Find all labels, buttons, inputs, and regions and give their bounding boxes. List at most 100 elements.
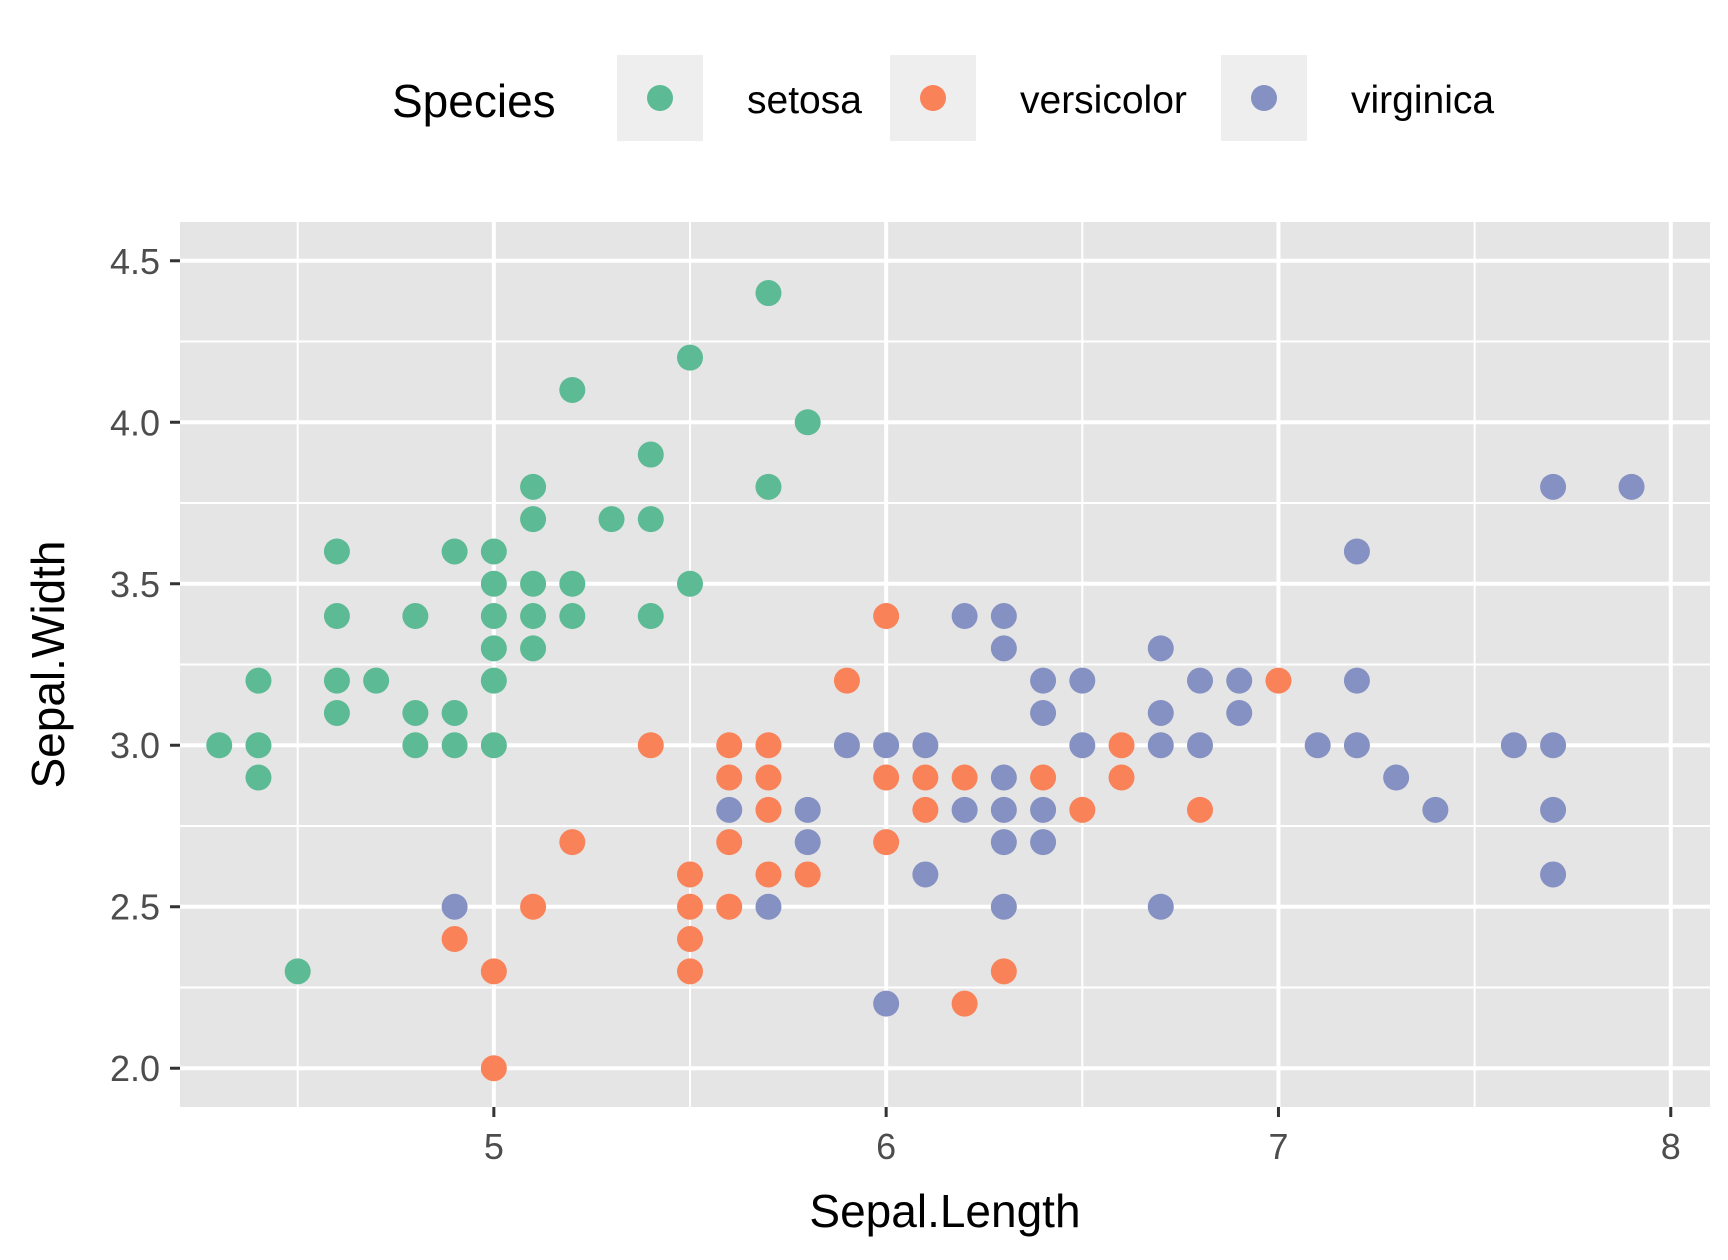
data-point-versicolor [637,732,664,759]
data-point-setosa [677,570,703,597]
y-tick-label: 4.0 [110,402,160,443]
data-point-versicolor [716,732,743,759]
y-tick-label: 2.5 [110,887,160,928]
data-point-versicolor [559,829,586,856]
data-point-virginica [912,861,939,888]
data-point-versicolor [1069,796,1096,823]
data-point-versicolor [951,990,978,1017]
data-point-virginica [1187,732,1213,759]
data-point-setosa [402,699,429,726]
data-point-versicolor [677,893,703,920]
x-axis-title: Sepal.Length [809,1185,1080,1237]
legend-label-setosa: setosa [747,79,862,122]
y-tick-label: 2.0 [110,1048,160,1089]
data-point-versicolor [755,764,782,791]
data-point-versicolor [873,829,900,856]
data-point-versicolor [1108,764,1135,791]
y-axis: 2.0 2.5 3.0 3.5 4.0 4.5 [110,241,180,1089]
data-point-setosa [323,667,350,694]
data-point-setosa [323,603,350,630]
data-point-virginica [755,893,782,920]
data-points [206,280,1645,1082]
data-point-setosa [559,376,586,403]
legend-item-versicolor: versicolor [890,55,1187,141]
y-tick-label: 3.0 [110,725,160,766]
data-point-versicolor [912,796,939,823]
data-point-setosa [794,409,821,436]
data-point-versicolor [1108,732,1135,759]
data-point-virginica [716,796,743,823]
data-point-virginica [1030,796,1057,823]
legend-label-virginica: virginica [1351,79,1494,122]
data-point-versicolor [755,732,782,759]
data-point-versicolor [794,861,821,888]
data-point-virginica [990,796,1017,823]
data-point-versicolor [441,926,468,953]
data-point-virginica [990,829,1017,856]
data-point-virginica [1618,473,1645,500]
data-point-virginica [441,893,468,920]
data-point-setosa [441,538,468,565]
legend-marker-virginica [1251,85,1277,111]
data-point-virginica [1030,829,1057,856]
data-point-virginica [1383,764,1410,791]
data-point-setosa [677,344,703,371]
data-point-setosa [520,506,547,533]
data-point-virginica [873,990,900,1017]
data-point-versicolor [1265,667,1292,694]
data-point-versicolor [677,861,703,888]
data-point-setosa [323,538,350,565]
data-point-setosa [402,603,429,630]
data-point-virginica [1540,796,1567,823]
data-point-virginica [990,635,1017,662]
data-point-versicolor [912,764,939,791]
data-point-setosa [520,473,547,500]
data-point-setosa [245,764,272,791]
data-point-setosa [559,570,586,597]
data-point-setosa [520,570,547,597]
data-point-virginica [1030,667,1057,694]
series-virginica [441,473,1645,1017]
data-point-setosa [637,603,664,630]
data-point-setosa [480,570,507,597]
data-point-setosa [480,538,507,565]
data-point-virginica [1343,538,1370,565]
data-point-virginica [1540,861,1567,888]
data-point-versicolor [1187,796,1213,823]
data-point-versicolor [755,861,782,888]
data-point-versicolor [480,958,507,985]
data-point-virginica [1422,796,1449,823]
data-point-versicolor [677,958,703,985]
data-point-virginica [1304,732,1331,759]
data-point-versicolor [873,764,900,791]
data-point-versicolor [755,796,782,823]
data-point-setosa [284,958,311,985]
data-point-setosa [480,635,507,662]
data-point-versicolor [716,764,743,791]
data-point-setosa [755,473,782,500]
data-point-setosa [520,603,547,630]
data-point-setosa [245,667,272,694]
data-point-virginica [1147,732,1174,759]
data-point-virginica [1343,667,1370,694]
data-point-virginica [794,796,821,823]
data-point-setosa [206,732,233,759]
y-tick-label: 4.5 [110,241,160,282]
data-point-versicolor [480,1055,507,1082]
data-point-setosa [755,280,782,307]
data-point-versicolor [873,603,900,630]
data-point-virginica [1187,667,1213,694]
data-point-setosa [598,506,625,533]
legend-item-virginica: virginica [1221,55,1494,141]
data-point-versicolor [1030,764,1057,791]
data-point-versicolor [716,893,743,920]
data-point-setosa [441,699,468,726]
y-axis-title: Sepal.Width [22,540,74,788]
data-point-virginica [1540,732,1567,759]
data-point-virginica [951,796,978,823]
data-point-versicolor [833,667,860,694]
data-point-virginica [990,764,1017,791]
data-point-versicolor [990,958,1017,985]
data-point-virginica [1147,635,1174,662]
